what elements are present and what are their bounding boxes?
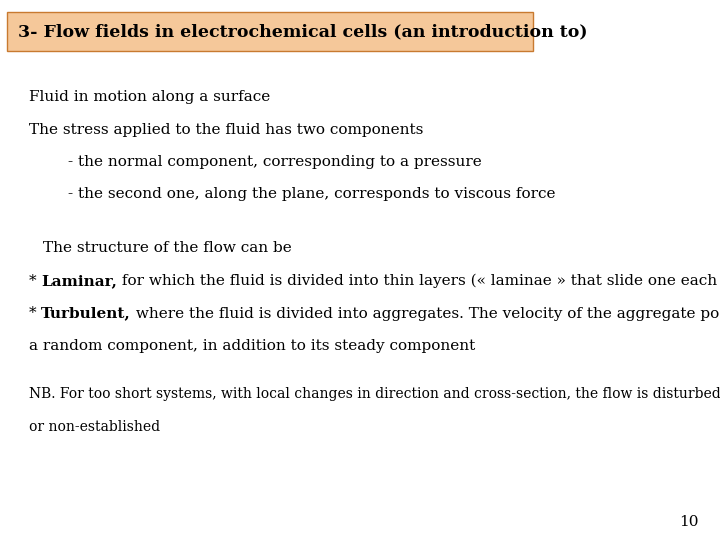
Text: The structure of the flow can be: The structure of the flow can be: [43, 241, 292, 255]
Text: Turbulent,: Turbulent,: [41, 306, 131, 320]
Text: 3- Flow fields in electrochemical cells (an introduction to): 3- Flow fields in electrochemical cells …: [18, 23, 588, 40]
Text: for which the fluid is divided into thin layers (« laminae » that slide one each: for which the fluid is divided into thin…: [117, 274, 720, 288]
Text: 10: 10: [679, 515, 698, 529]
Text: a random component, in addition to its steady component: a random component, in addition to its s…: [29, 339, 475, 353]
Text: NB. For too short systems, with local changes in direction and cross-section, th: NB. For too short systems, with local ch…: [29, 387, 720, 401]
Text: *: *: [29, 274, 41, 288]
Text: where the fluid is divided into aggregates. The velocity of the aggregate posses: where the fluid is divided into aggregat…: [131, 306, 720, 321]
Text: The stress applied to the fluid has two components: The stress applied to the fluid has two …: [29, 123, 423, 137]
FancyBboxPatch shape: [7, 12, 533, 51]
Text: - the second one, along the plane, corresponds to viscous force: - the second one, along the plane, corre…: [29, 187, 555, 201]
Text: Fluid in motion along a surface: Fluid in motion along a surface: [29, 90, 270, 104]
Text: or non-established: or non-established: [29, 420, 160, 434]
Text: - the normal component, corresponding to a pressure: - the normal component, corresponding to…: [29, 155, 482, 169]
Text: Laminar,: Laminar,: [41, 274, 117, 288]
Text: *: *: [29, 306, 41, 320]
